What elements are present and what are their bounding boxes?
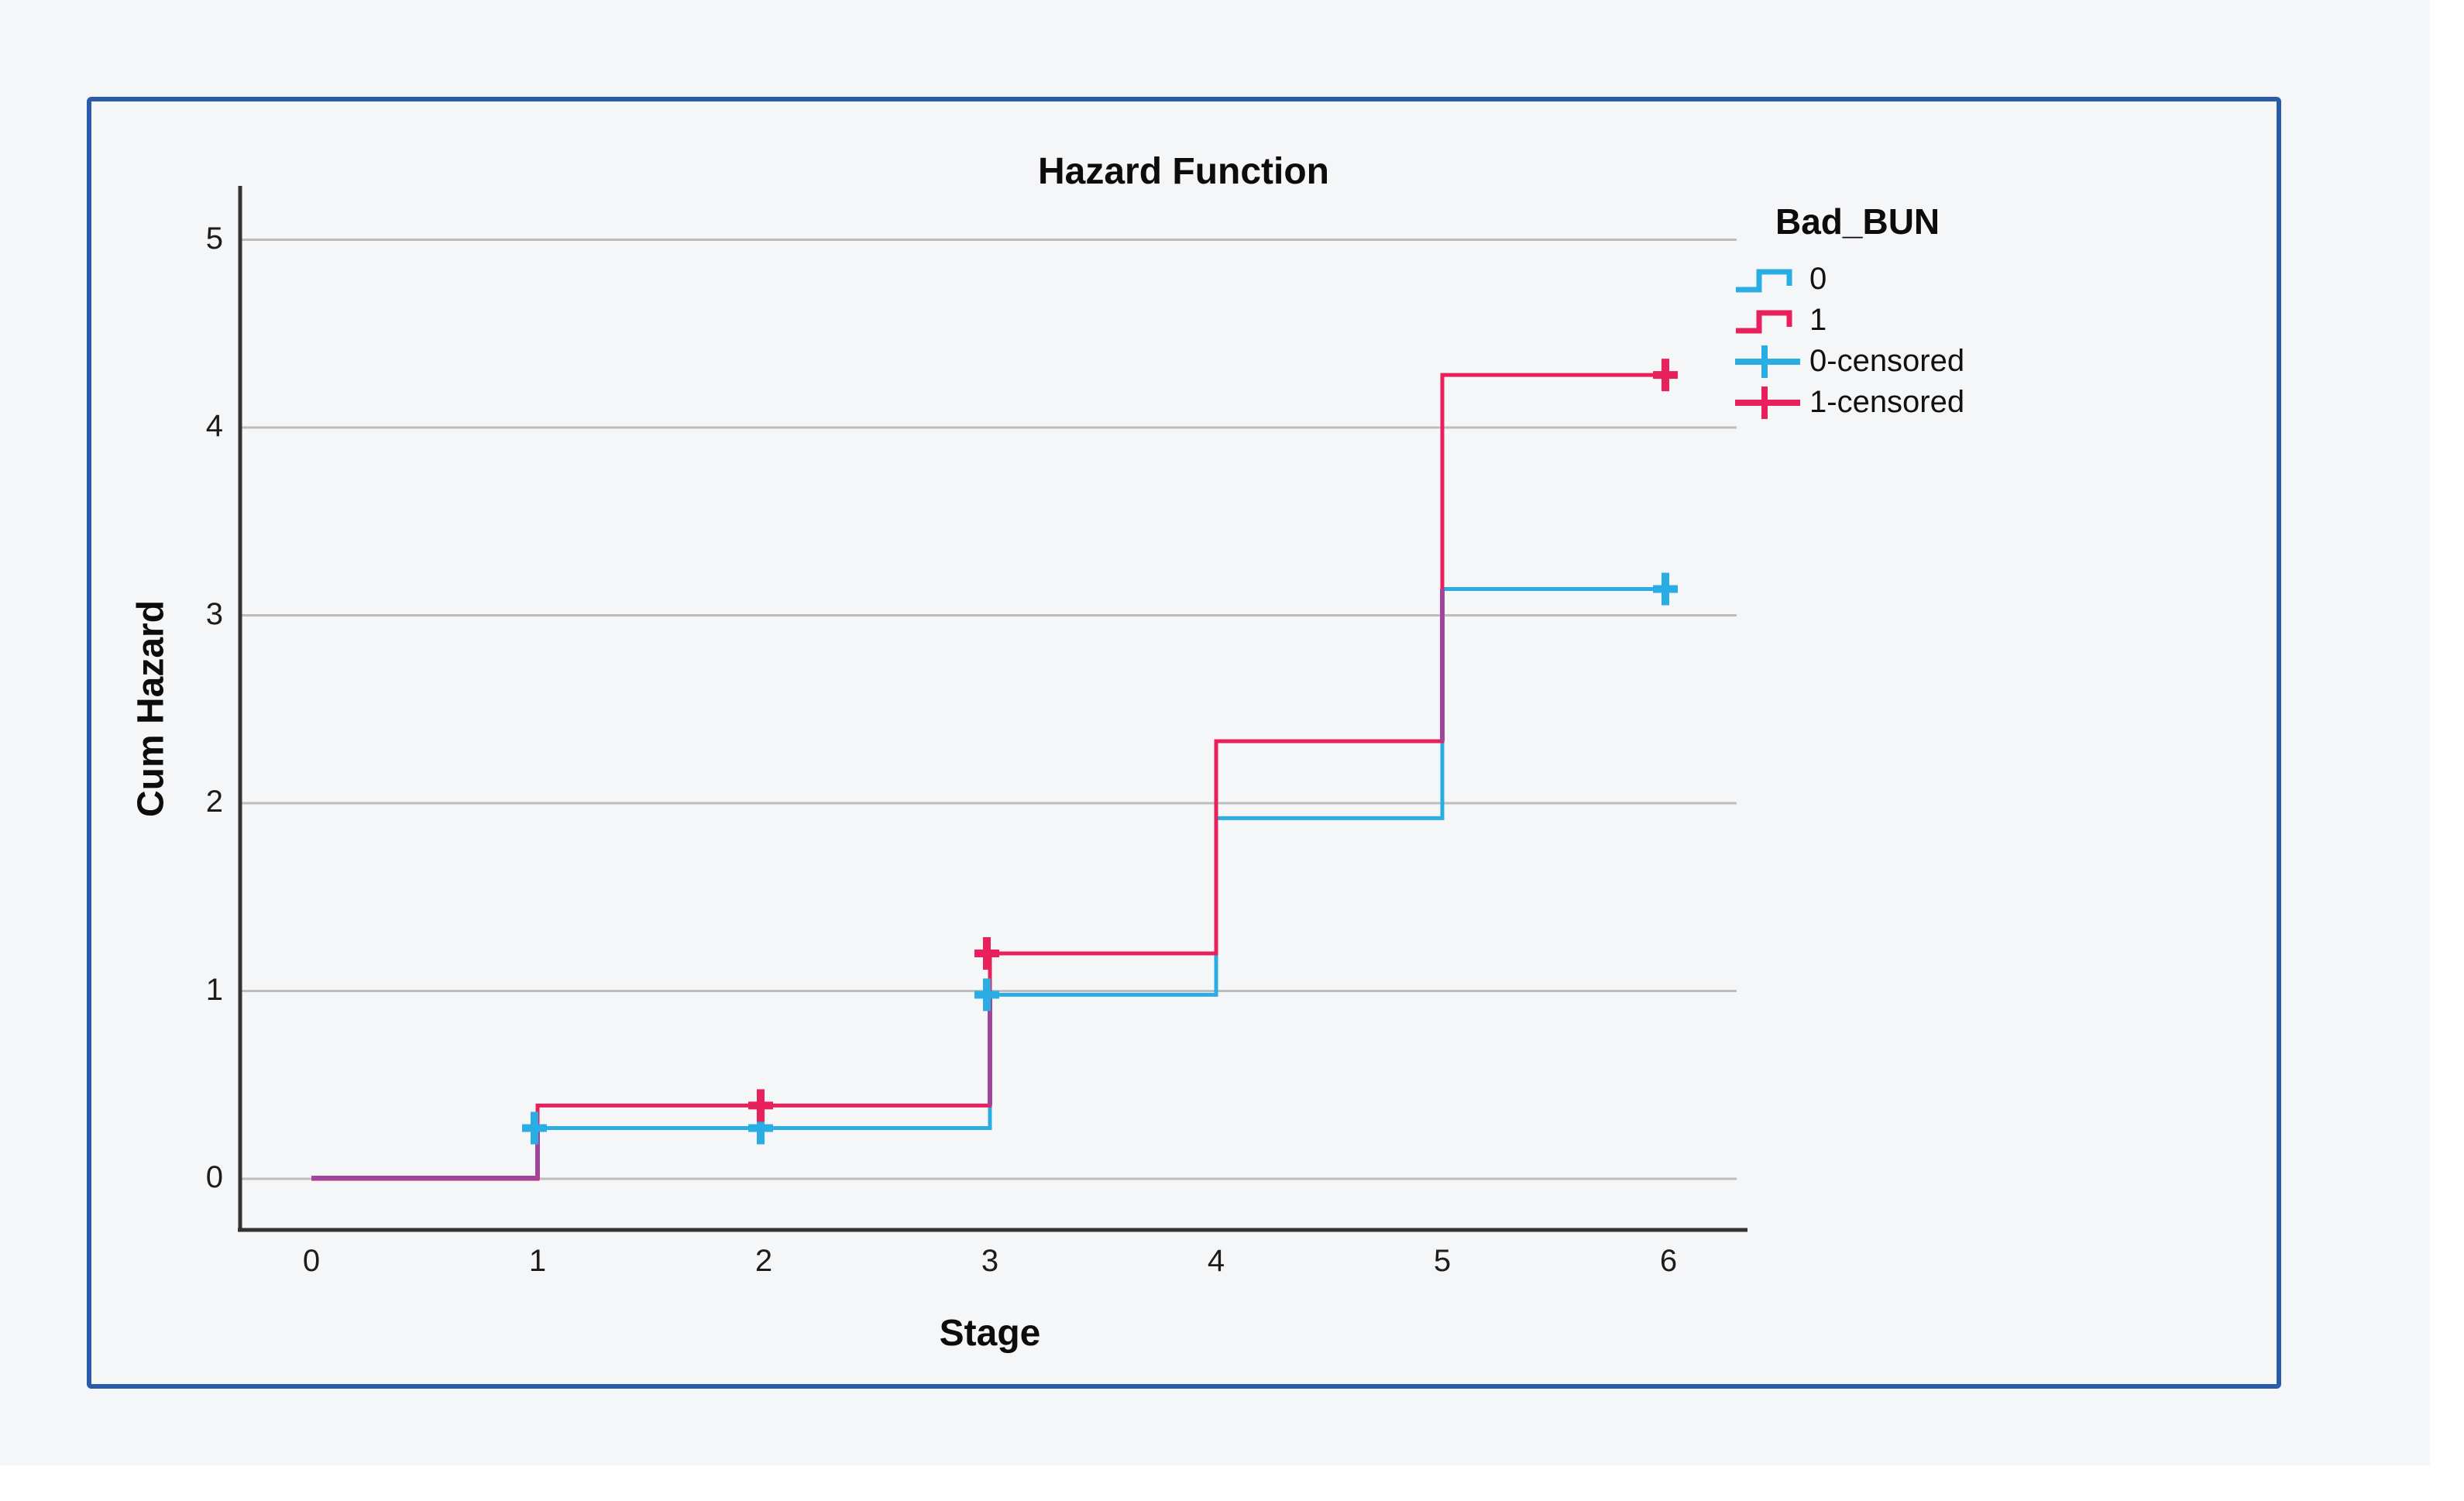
legend-entry-label: 1-censored bbox=[1809, 385, 1965, 419]
y-tick-label-0: 0 bbox=[205, 1160, 223, 1194]
legend-entries: 0 1 0-censored 1-censored bbox=[1734, 259, 1964, 423]
y-tick-label-5: 5 bbox=[205, 221, 223, 256]
y-tick-label-1: 1 bbox=[205, 972, 223, 1007]
legend-entry-label: 1 bbox=[1809, 303, 1827, 337]
x-tick-label-4: 4 bbox=[1207, 1244, 1225, 1278]
y-tick-label-4: 4 bbox=[205, 409, 223, 443]
censored-plus-swatch-icon bbox=[1735, 345, 1800, 378]
step-line-swatch-icon bbox=[1736, 269, 1792, 292]
x-tick-label-5: 5 bbox=[1433, 1244, 1452, 1278]
x-tick-label-6: 6 bbox=[1659, 1244, 1678, 1278]
x-tick-label-3: 3 bbox=[981, 1244, 999, 1278]
legend-entry-label: 0 bbox=[1809, 262, 1827, 296]
legend-entry-1: 1 bbox=[1734, 300, 1964, 341]
y-tick-label-3: 3 bbox=[205, 596, 223, 631]
legend-entry-1-censored: 1-censored bbox=[1734, 382, 1964, 423]
legend-entry-0-censored: 0-censored bbox=[1734, 341, 1964, 382]
x-axis-title: Stage bbox=[939, 1313, 1041, 1354]
censored-plus-swatch-icon bbox=[1735, 386, 1800, 419]
legend-entry-0: 0 bbox=[1734, 259, 1964, 300]
step-line-swatch-icon bbox=[1736, 310, 1792, 333]
legend-title: Bad_BUN bbox=[1775, 201, 1940, 242]
x-tick-label-0: 0 bbox=[302, 1244, 321, 1278]
chart-title: Hazard Function bbox=[1037, 151, 1330, 192]
chart-panel-frame bbox=[87, 97, 2281, 1389]
y-tick-label-2: 2 bbox=[205, 785, 223, 819]
x-tick-label-1: 1 bbox=[528, 1244, 547, 1278]
x-tick-label-2: 2 bbox=[754, 1244, 773, 1278]
legend-entry-label: 0-censored bbox=[1809, 344, 1965, 378]
legend: Bad_BUN 0 1 0-censored 1-censored bbox=[1734, 201, 1964, 423]
